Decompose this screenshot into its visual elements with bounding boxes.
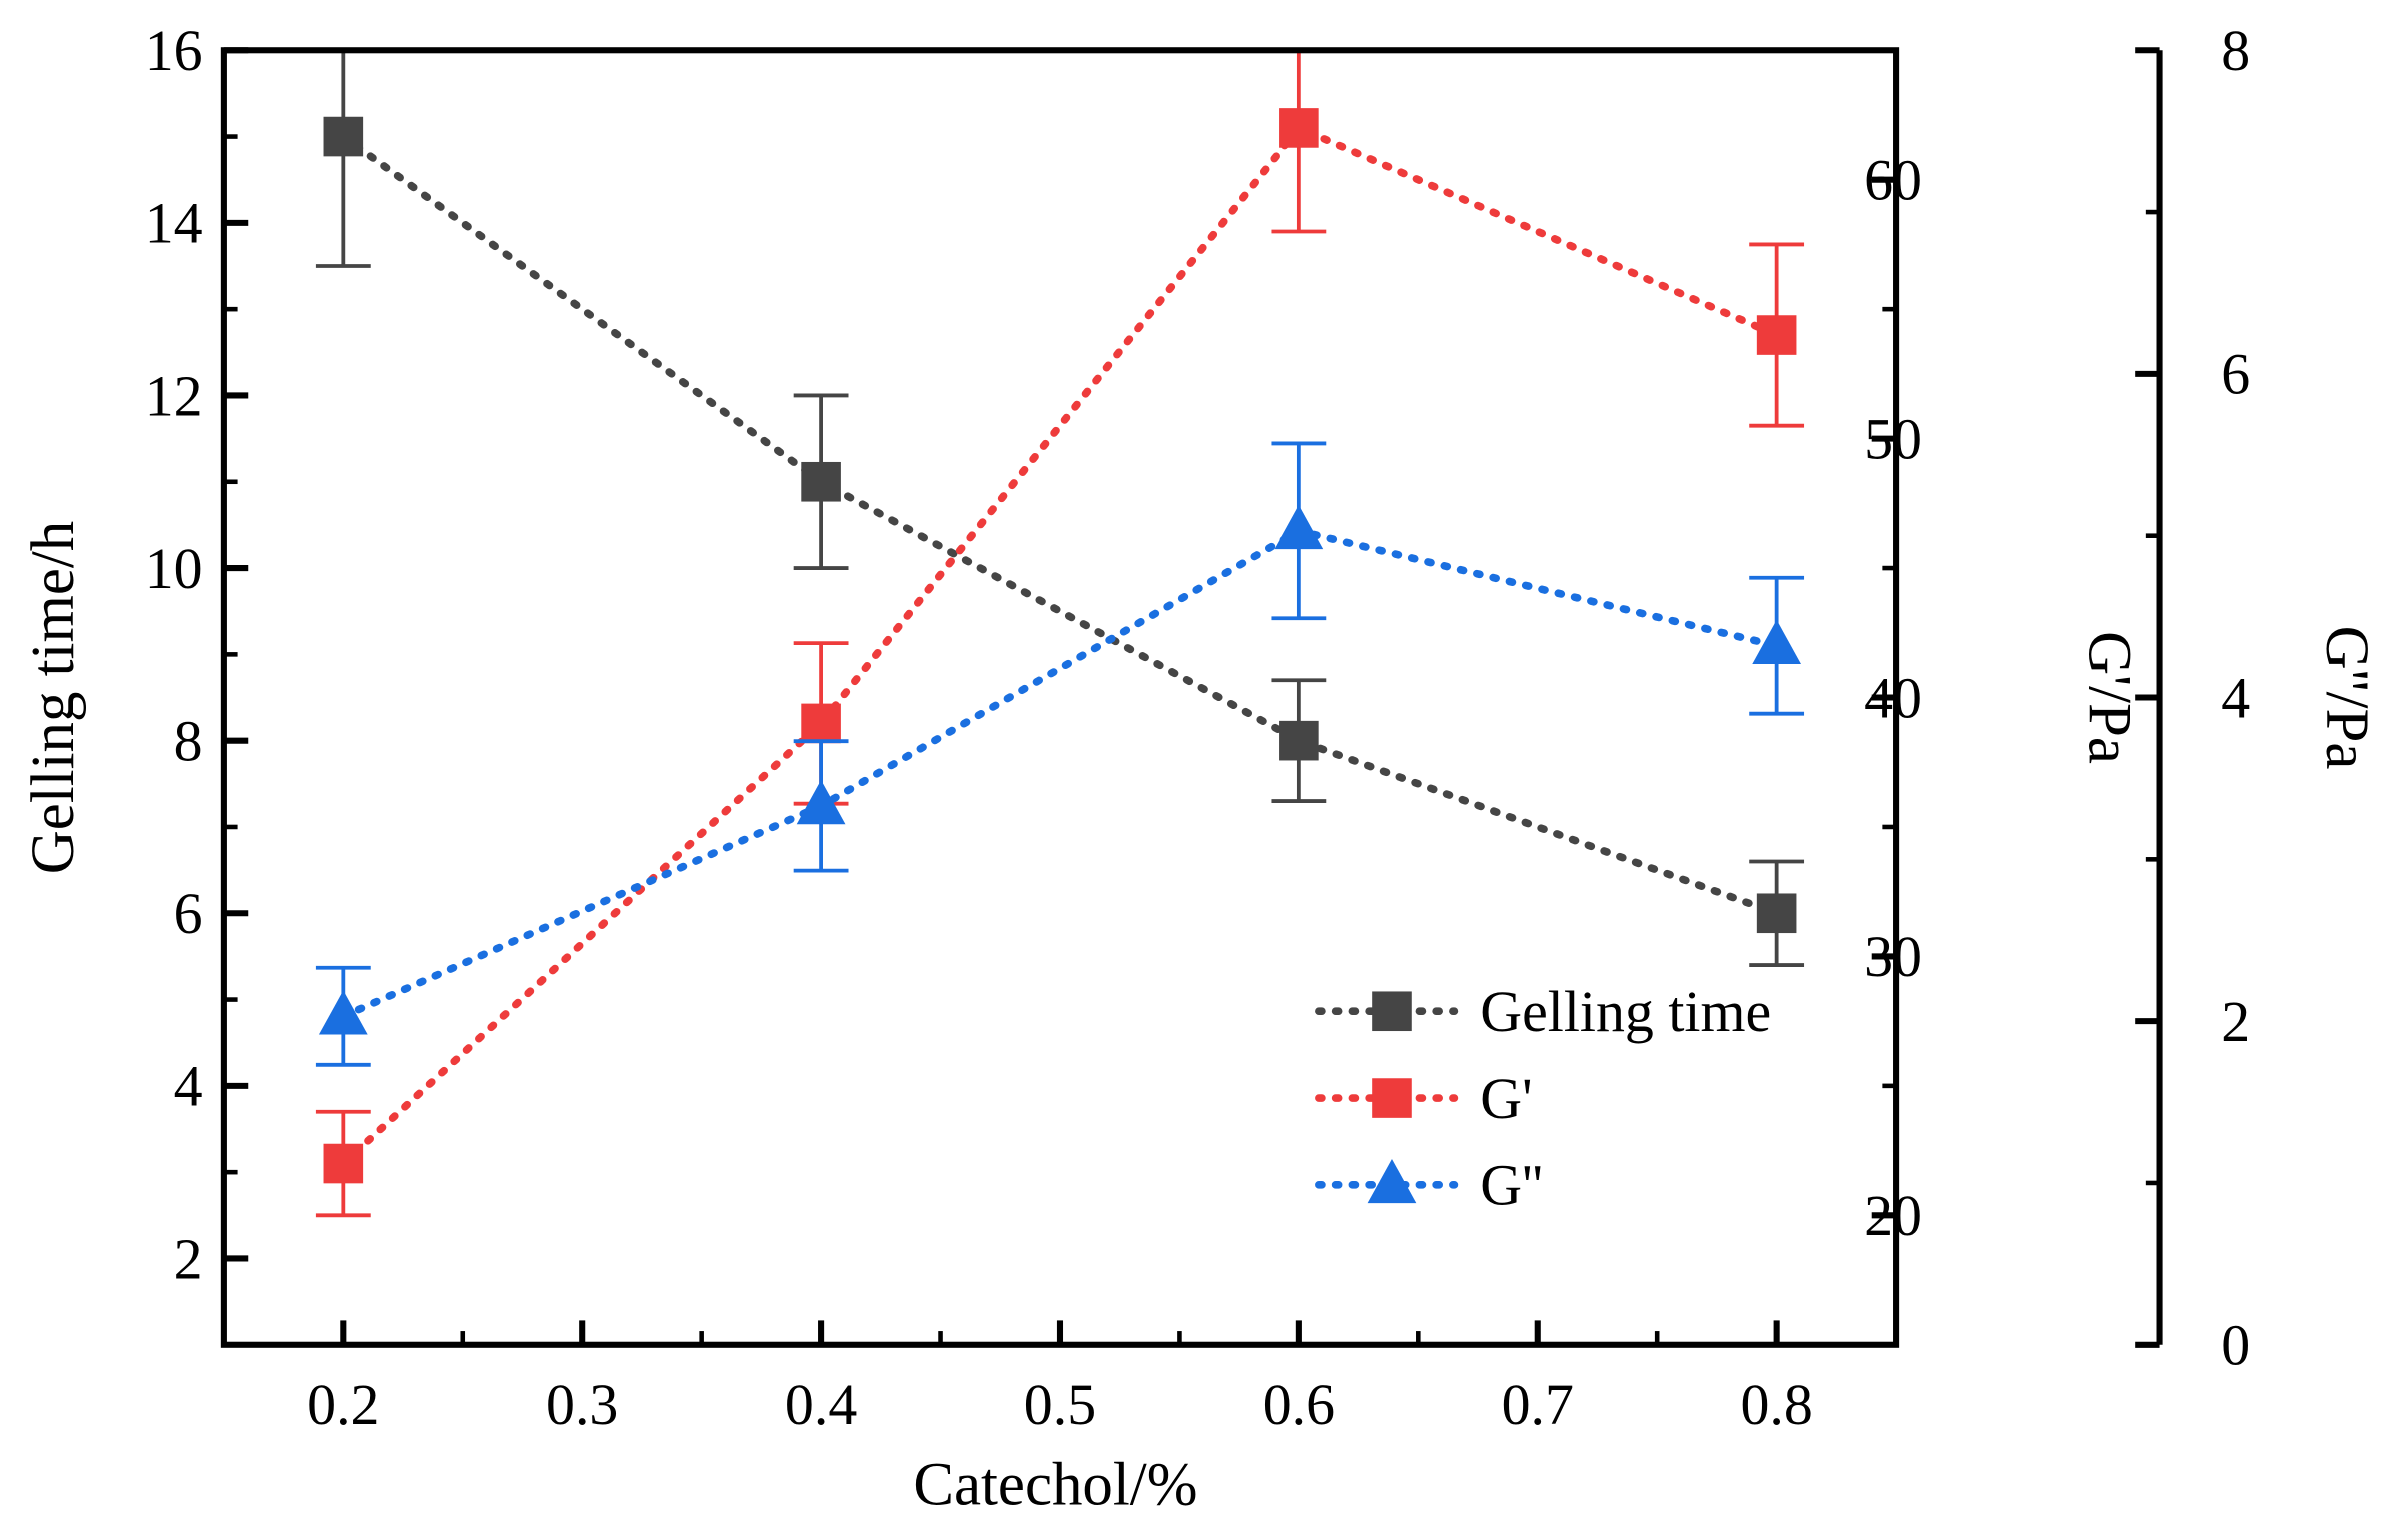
data-point <box>323 116 364 157</box>
data-point <box>1279 720 1319 761</box>
data-point <box>323 1143 364 1184</box>
y-tick-label: 10 <box>145 536 203 601</box>
data-point <box>1279 108 1319 148</box>
legend-marker <box>1372 991 1412 1032</box>
y-tick-label: 6 <box>2221 342 2250 407</box>
data-point <box>1756 893 1797 934</box>
y-tick-label: 60 <box>1864 148 1922 213</box>
legend-marker <box>1367 1158 1417 1204</box>
y-tick-label: 2 <box>2221 989 2250 1054</box>
x-axis-label: Catechol/% <box>913 1452 1197 1519</box>
x-tick-label: 0.3 <box>546 1372 618 1437</box>
y-tick-label: 50 <box>1864 406 1922 471</box>
legend-marker <box>1372 1078 1412 1118</box>
y-axis-label-gprime: G'/Pa <box>2075 631 2142 764</box>
data-point <box>318 990 368 1035</box>
y-tick-label: 8 <box>174 708 203 773</box>
legend-label: G'' <box>1480 1153 1543 1218</box>
legend: Gelling time G' G'' <box>1315 979 1771 1218</box>
x-tick-label: 0.6 <box>1263 1372 1335 1437</box>
y-tick-label: 2 <box>174 1226 203 1291</box>
y-axis-label-left: Gelling time/h <box>20 521 87 875</box>
x-tick-label: 0.8 <box>1740 1372 1812 1437</box>
series-line-1 <box>339 123 1781 1168</box>
data-point <box>801 461 841 502</box>
y-tick-label: 12 <box>145 363 203 428</box>
plot-frame <box>220 47 1900 1348</box>
series-line-2 <box>339 526 1781 1021</box>
y-tick-label: 4 <box>174 1054 203 1119</box>
data-point <box>1756 315 1797 355</box>
x-tick-label: 0.5 <box>1024 1372 1096 1437</box>
data-point <box>796 780 846 825</box>
y-tick-label: 40 <box>1864 665 1922 730</box>
y-tick-label: 14 <box>145 191 203 256</box>
x-tick-label: 0.2 <box>307 1372 379 1437</box>
data-point <box>1274 504 1324 550</box>
data-point <box>1752 619 1802 665</box>
y-tick-label: 0 <box>2221 1313 2250 1378</box>
y-tick-label: 16 <box>145 18 203 83</box>
y-tick-label: 4 <box>2221 665 2250 730</box>
data-point <box>801 703 841 744</box>
y-tick-label: 8 <box>2221 18 2250 83</box>
legend-label: Gelling time <box>1480 979 1771 1044</box>
y-tick-label: 6 <box>174 881 203 946</box>
y-tick-label: 30 <box>1864 924 1922 989</box>
y-axis-label-gdoubleprime: G''/Pa <box>2313 626 2380 770</box>
x-tick-label: 0.4 <box>785 1372 857 1437</box>
legend-label: G' <box>1480 1066 1532 1131</box>
x-tick-label: 0.7 <box>1502 1372 1574 1437</box>
series-line-0 <box>339 132 1781 918</box>
y-tick-label: 20 <box>1864 1183 1922 1248</box>
